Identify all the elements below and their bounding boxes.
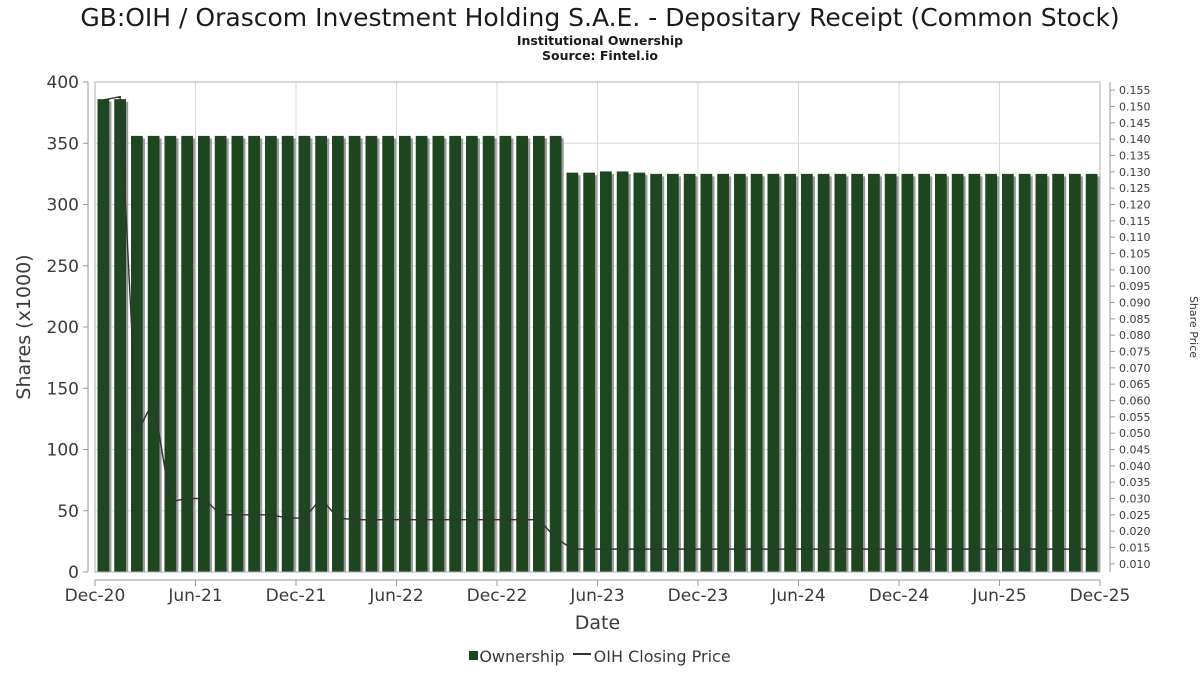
y2-tick-label: 0.100 (1119, 264, 1151, 277)
y-tick-label: 300 (47, 196, 79, 216)
y2-tick-label: 0.095 (1119, 280, 1151, 293)
y2-tick-label: 0.075 (1119, 346, 1151, 359)
x-axis-title: Date (575, 612, 620, 634)
chart-source: Source: Fintel.io (542, 48, 658, 63)
x-tick-label: Jun-22 (368, 586, 423, 606)
axis-ticks (83, 81, 1115, 586)
y2-tick-label: 0.080 (1119, 329, 1151, 342)
y2-tick-label: 0.065 (1119, 378, 1151, 391)
x-tick-label: Jun-25 (971, 586, 1026, 606)
y2-tick-label: 0.090 (1119, 297, 1151, 310)
x-tick-label: Dec-23 (668, 586, 729, 606)
x-tick-label: Dec-25 (1070, 586, 1131, 606)
y-tick-label: 100 (47, 441, 79, 461)
ownership-bars (97, 99, 1100, 573)
y2-tick-label: 0.010 (1119, 558, 1151, 571)
legend-line-price (572, 653, 591, 655)
y-tick-label: 0 (68, 563, 79, 583)
x-tick-label: Jun-24 (770, 586, 825, 606)
y2-tick-label: 0.145 (1119, 117, 1151, 130)
x-tick-label: Dec-20 (65, 586, 126, 606)
y2-tick-label: 0.110 (1119, 231, 1151, 244)
y2-tick-label: 0.070 (1119, 362, 1151, 375)
chart-subtitle: Institutional Ownership (516, 33, 684, 48)
legend-item-ownership: Ownership (469, 646, 565, 666)
chart-legend: Ownership OIH Closing Price (0, 645, 1200, 666)
y-tick-label: 50 (57, 502, 79, 522)
y2-tick-label: 0.140 (1119, 133, 1151, 146)
y2-tick-label: 0.105 (1119, 248, 1151, 261)
y2-tick-label: 0.150 (1119, 101, 1151, 114)
y-axis-title: Shares (x1000) (13, 254, 35, 399)
chart-header: GB:OIH / Orascom Investment Holding S.A.… (0, 0, 1200, 63)
y2-tick-label: 0.155 (1119, 84, 1151, 97)
x-tick-label: Dec-22 (467, 586, 528, 606)
legend-swatch-ownership (469, 650, 479, 660)
legend-label-ownership: Ownership (479, 646, 565, 666)
y2-tick-label: 0.120 (1119, 199, 1151, 212)
y-tick-label: 200 (47, 318, 79, 338)
y-tick-label: 250 (47, 257, 79, 277)
x-tick-label: Jun-23 (569, 586, 624, 606)
legend-item-price: OIH Closing Price (565, 646, 731, 666)
y2-tick-label: 0.130 (1119, 166, 1151, 179)
price-line (103, 95, 1092, 550)
chart-title: GB:OIH / Orascom Investment Holding S.A.… (80, 3, 1120, 32)
x-tick-label: Dec-21 (266, 586, 327, 606)
y-tick-label: 350 (47, 134, 79, 154)
y2-tick-label: 0.115 (1119, 215, 1151, 228)
y2-tick-label: 0.125 (1119, 182, 1151, 195)
y-tick-label: 150 (47, 379, 79, 399)
y2-tick-label: 0.055 (1119, 411, 1151, 424)
y2-tick-label: 0.030 (1119, 493, 1151, 506)
y2-tick-label: 0.040 (1119, 460, 1151, 473)
axis-labels: 0 50 100 150 200 250 300 350 400 0.010 0.015 0.020 0… (13, 73, 1200, 634)
y2-axis-title: Share Price (1187, 296, 1200, 358)
x-tick-label: Dec-24 (869, 586, 930, 606)
y-tick-label: 400 (47, 73, 79, 93)
y2-tick-label: 0.020 (1119, 525, 1151, 538)
y2-tick-label: 0.085 (1119, 313, 1151, 326)
y2-tick-label: 0.025 (1119, 509, 1151, 522)
y2-tick-label: 0.060 (1119, 395, 1151, 408)
gridlines (94, 81, 1101, 573)
legend-label-price: OIH Closing Price (593, 646, 731, 666)
y2-tick-label: 0.045 (1119, 444, 1151, 457)
x-tick-label: Jun-21 (167, 586, 222, 606)
y2-tick-label: 0.035 (1119, 476, 1151, 489)
y2-tick-label: 0.050 (1119, 427, 1151, 440)
y2-tick-label: 0.015 (1119, 542, 1151, 555)
y2-tick-label: 0.135 (1119, 150, 1151, 163)
